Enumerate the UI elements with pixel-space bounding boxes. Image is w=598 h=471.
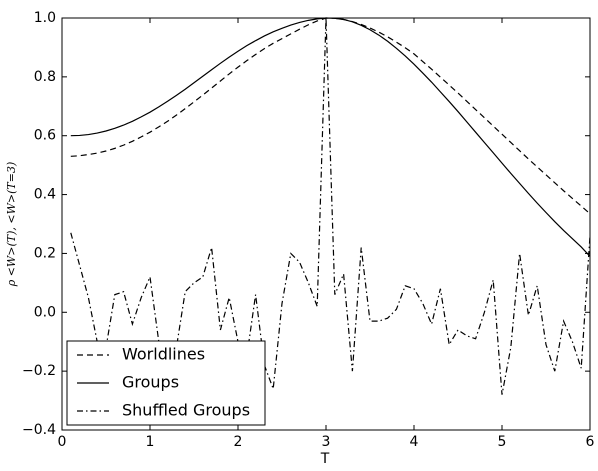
x-tick-label: 4 [410,434,419,450]
x-tick-label: 2 [234,434,243,450]
series-line [70,17,591,257]
y-tick-label: 0.8 [34,69,56,85]
y-tick-label: −0.4 [22,422,56,438]
y-tick-label: −0.2 [22,363,56,379]
x-tick-label: 6 [586,434,595,450]
series-line [70,17,591,215]
x-axis-label: T [320,451,330,467]
y-tick-label: 0.2 [34,245,56,261]
y-tick-label: 0.0 [34,304,56,320]
x-tick-label: 5 [498,434,507,450]
x-tick-label: 0 [58,434,67,450]
x-tick-label: 3 [322,434,331,450]
series-line [70,17,591,395]
y-axis-label: ρ <W>(T), <W>(T=3) [5,162,18,288]
x-tick-label: 1 [146,434,155,450]
y-tick-label: 1.0 [34,10,56,26]
legend-label: Worldlines [122,345,205,364]
legend-label: Groups [122,373,179,392]
legend-label: Shuffled Groups [122,401,250,420]
y-tick-label: 0.4 [34,187,56,203]
y-tick-label: 0.6 [34,128,56,144]
